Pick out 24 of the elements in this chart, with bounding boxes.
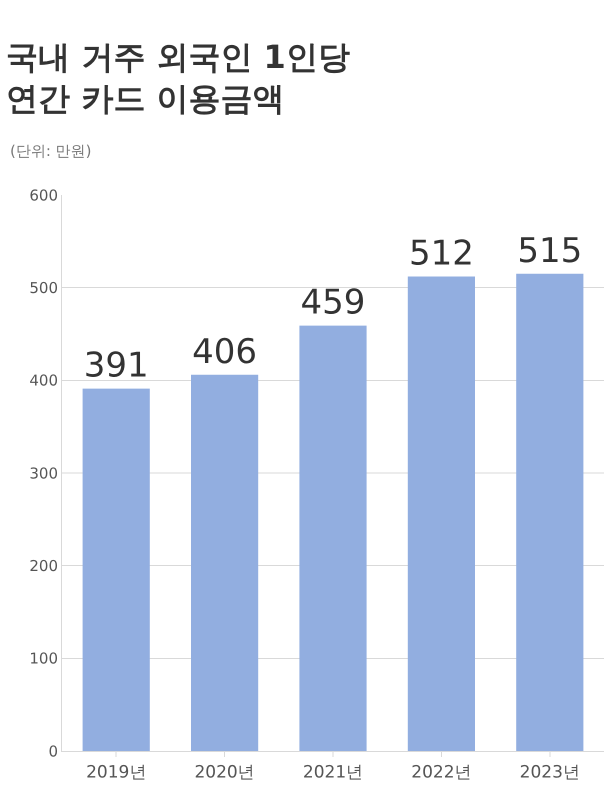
data-label: 515 bbox=[517, 230, 582, 271]
x-tick-label: 2022년 bbox=[411, 762, 472, 782]
x-tick-label: 2021년 bbox=[302, 762, 364, 782]
data-label: 391 bbox=[84, 346, 149, 386]
bar bbox=[408, 276, 475, 751]
bar bbox=[191, 374, 258, 751]
x-tick-label: 2020년 bbox=[194, 762, 255, 782]
bar bbox=[516, 274, 584, 751]
bar bbox=[82, 388, 150, 751]
x-tick-label: 2019년 bbox=[86, 762, 146, 782]
y-tick-label: 400 bbox=[29, 372, 58, 390]
y-tick-label: 600 bbox=[29, 186, 58, 204]
data-label: 406 bbox=[192, 332, 258, 372]
y-tick-label: 100 bbox=[29, 650, 58, 668]
bar bbox=[299, 326, 367, 751]
chart-title: 국내 거주 외국인 1인당 연간 카드 이용금액 bbox=[6, 38, 350, 118]
y-tick-label: 300 bbox=[29, 464, 58, 482]
data-label: 512 bbox=[408, 234, 474, 274]
y-tick-label: 200 bbox=[29, 556, 58, 575]
y-tick-label: 500 bbox=[29, 278, 58, 297]
chart-subtitle: (단위: 만원) bbox=[10, 142, 92, 160]
y-tick-label: 0 bbox=[48, 742, 58, 760]
x-tick-label: 2023년 bbox=[520, 762, 580, 782]
data-label: 459 bbox=[300, 282, 366, 323]
